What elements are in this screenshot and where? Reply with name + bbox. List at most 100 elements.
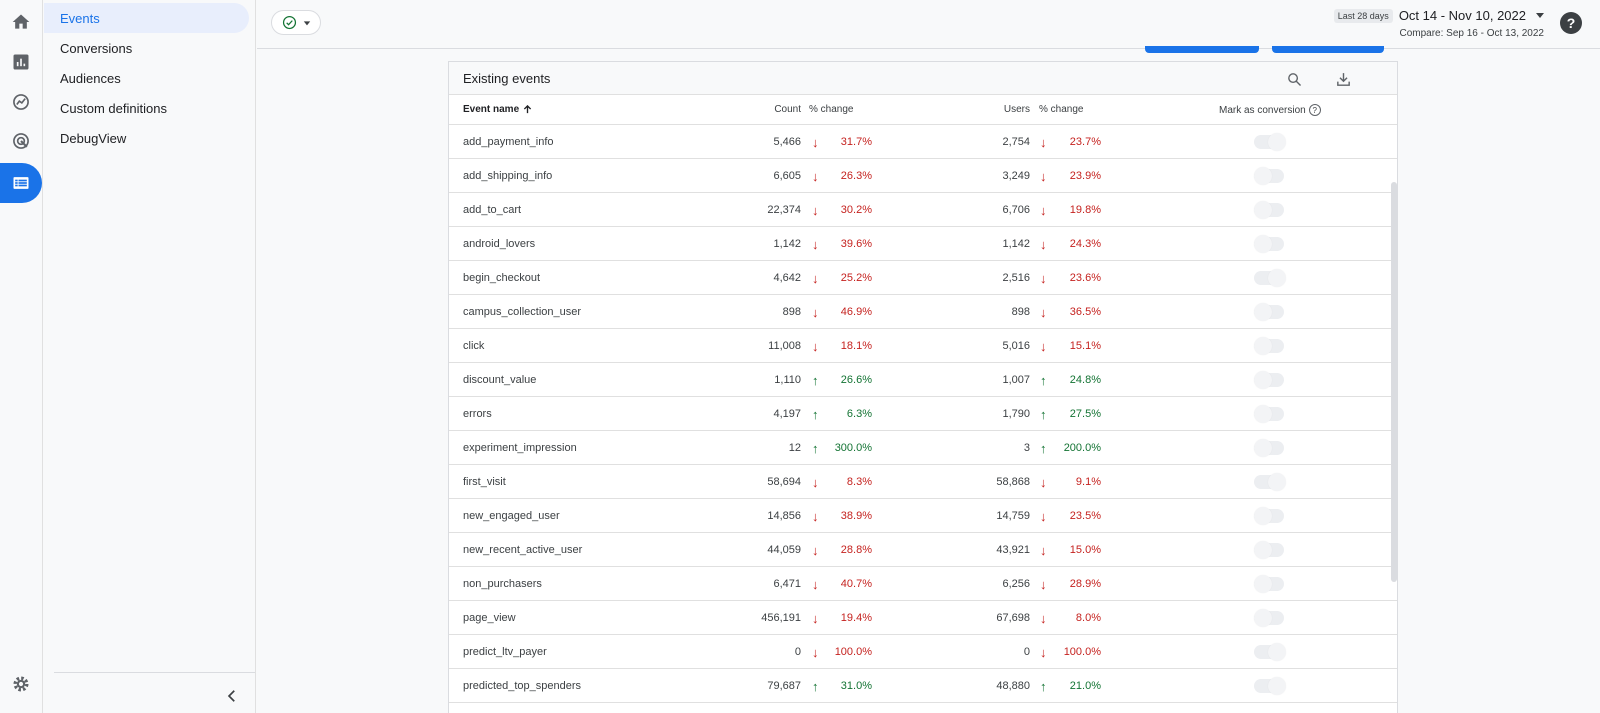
event-name-link[interactable]: new_recent_active_user <box>463 544 583 556</box>
users-value: 48,880 <box>996 680 1030 692</box>
reports-icon[interactable] <box>0 42 42 82</box>
arrow-down-icon: ↓ <box>812 271 819 286</box>
event-name-link[interactable]: android_lovers <box>463 238 536 250</box>
arrow-down-icon: ↓ <box>812 611 819 626</box>
sidebar-item-audiences[interactable]: Audiences <box>44 63 249 93</box>
event-name-link[interactable]: add_shipping_info <box>463 170 553 182</box>
count-change-value: 46.9% <box>840 306 872 318</box>
event-name-link[interactable]: discount_value <box>463 374 537 386</box>
event-name-link[interactable]: add_to_cart <box>463 204 522 216</box>
count-value: 58,694 <box>767 476 801 488</box>
sidebar-item-label: Conversions <box>60 40 133 56</box>
download-icon[interactable] <box>1332 68 1354 90</box>
users-value: 1,007 <box>1002 374 1030 386</box>
sidebar-item-events[interactable]: Events <box>44 3 249 33</box>
event-name-link[interactable]: predicted_top_spenders <box>463 680 582 692</box>
arrow-down-icon: ↓ <box>812 237 819 252</box>
sidebar-item-debugview[interactable]: DebugView <box>44 123 249 153</box>
users-change-value: 200.0% <box>1063 442 1101 454</box>
count-change-value: 6.3% <box>846 408 872 420</box>
sidebar-item-label: Custom definitions <box>60 100 167 116</box>
arrow-down-icon: ↓ <box>812 203 819 218</box>
event-name-link[interactable]: click <box>463 340 485 352</box>
users-value: 898 <box>1011 306 1030 318</box>
event-name-link[interactable]: page_view <box>463 612 516 624</box>
configure-icon[interactable] <box>0 163 42 203</box>
event-name-link[interactable]: first_visit <box>463 476 506 488</box>
table-row: begin_checkout 4,642 ↓ 25.2% 2,516 ↓ 23.6% <box>449 261 1397 295</box>
check-circle-icon <box>282 15 296 30</box>
mark-as-conversion-toggle[interactable] <box>1254 473 1286 491</box>
count-change-value: 40.7% <box>840 578 872 590</box>
event-name-link[interactable]: predict_ltv_payer <box>463 646 547 658</box>
event-name-link[interactable]: campus_collection_user <box>463 306 582 318</box>
help-circle-icon[interactable]: ? <box>1308 104 1321 116</box>
sort-event-name-header[interactable]: Event name <box>463 104 532 115</box>
count-value: 898 <box>782 306 801 318</box>
mark-as-conversion-toggle[interactable] <box>1254 201 1284 219</box>
mark-as-conversion-toggle[interactable] <box>1254 269 1286 287</box>
mark-as-conversion-toggle[interactable] <box>1254 575 1284 593</box>
event-name-link[interactable]: experiment_impression <box>463 442 577 454</box>
mark-as-conversion-toggle[interactable] <box>1254 643 1286 661</box>
scrollbar[interactable] <box>1391 182 1397 582</box>
secondary-action-button[interactable] <box>1272 46 1384 53</box>
mark-as-conversion-toggle[interactable] <box>1254 405 1284 423</box>
table-row: discount_value 1,110 ↑ 26.6% 1,007 ↑ 24.8% <box>449 363 1397 397</box>
mark-as-conversion-toggle[interactable] <box>1254 133 1286 151</box>
conversion-header: Mark as conversion ? <box>1219 104 1321 116</box>
home-icon[interactable] <box>0 2 42 42</box>
sidebar-item-label: Events <box>60 10 100 26</box>
users-change-header[interactable]: % change <box>1039 104 1084 115</box>
help-icon[interactable]: ? <box>1560 12 1582 34</box>
users-change-value: 19.8% <box>1069 204 1101 216</box>
mark-as-conversion-toggle[interactable] <box>1254 235 1284 253</box>
arrow-down-icon: ↓ <box>1040 203 1047 218</box>
count-value: 1,110 <box>774 374 801 386</box>
gear-icon[interactable] <box>0 664 42 704</box>
count-value: 11,008 <box>768 340 801 352</box>
advertising-icon[interactable] <box>0 121 42 161</box>
table-row: add_payment_info 5,466 ↓ 31.7% 2,754 ↓ 23.7% <box>449 125 1397 159</box>
count-value: 456,191 <box>761 612 801 624</box>
table-row: predict_ltv_payer 0 ↓ 100.0% 0 ↓ 100.0% <box>449 635 1397 669</box>
event-name-link[interactable]: begin_checkout <box>463 272 541 284</box>
existing-events-card: Existing events Event name Count % chang… <box>448 61 1398 713</box>
count-change-value: 19.4% <box>840 612 872 624</box>
primary-action-button[interactable] <box>1145 46 1259 53</box>
event-name-link[interactable]: errors <box>463 408 492 420</box>
status-dropdown[interactable] <box>271 10 321 35</box>
table-row: new_engaged_user 14,856 ↓ 38.9% 14,759 ↓ 23.5% <box>449 499 1397 533</box>
mark-as-conversion-toggle[interactable] <box>1254 541 1284 559</box>
mark-as-conversion-toggle[interactable] <box>1254 609 1284 627</box>
conversion-header-label: Mark as conversion <box>1219 104 1306 116</box>
mark-as-conversion-toggle[interactable] <box>1254 167 1284 185</box>
arrow-down-icon: ↓ <box>1040 305 1047 320</box>
mark-as-conversion-toggle[interactable] <box>1254 507 1284 525</box>
search-icon[interactable] <box>1283 68 1305 90</box>
arrow-up-icon: ↑ <box>812 441 819 456</box>
event-name-link[interactable]: add_payment_info <box>463 136 554 148</box>
explore-icon[interactable] <box>0 82 42 122</box>
event-name-link[interactable]: non_purchasers <box>463 578 542 590</box>
arrow-down-icon: ↓ <box>812 645 819 660</box>
count-header[interactable]: Count <box>774 104 801 115</box>
event-name-link[interactable]: new_engaged_user <box>463 510 560 522</box>
sidebar-item-conversions[interactable]: Conversions <box>44 33 249 63</box>
count-value: 12 <box>788 442 801 454</box>
users-header[interactable]: Users <box>1003 104 1030 115</box>
date-range-picker[interactable]: Last 28 days Oct 14 - Nov 10, 2022 Compa… <box>1333 8 1544 39</box>
users-change-value: 36.5% <box>1069 306 1101 318</box>
sidebar-item-label: DebugView <box>60 130 127 146</box>
sidebar-item-custom-definitions[interactable]: Custom definitions <box>44 93 249 123</box>
compare-range-label: Compare: Sep 16 - Oct 13, 2022 <box>1399 28 1544 39</box>
mark-as-conversion-toggle[interactable] <box>1254 439 1284 457</box>
mark-as-conversion-toggle[interactable] <box>1254 677 1286 695</box>
count-change-header[interactable]: % change <box>809 104 854 115</box>
mark-as-conversion-toggle[interactable] <box>1254 337 1284 355</box>
sidebar: Events Conversions Audiences Custom defi… <box>44 0 256 713</box>
collapse-sidebar-button[interactable] <box>220 684 244 708</box>
mark-as-conversion-toggle[interactable] <box>1254 303 1284 321</box>
table-row: page_view 456,191 ↓ 19.4% 67,698 ↓ 8.0% <box>449 601 1397 635</box>
mark-as-conversion-toggle[interactable] <box>1254 371 1284 389</box>
